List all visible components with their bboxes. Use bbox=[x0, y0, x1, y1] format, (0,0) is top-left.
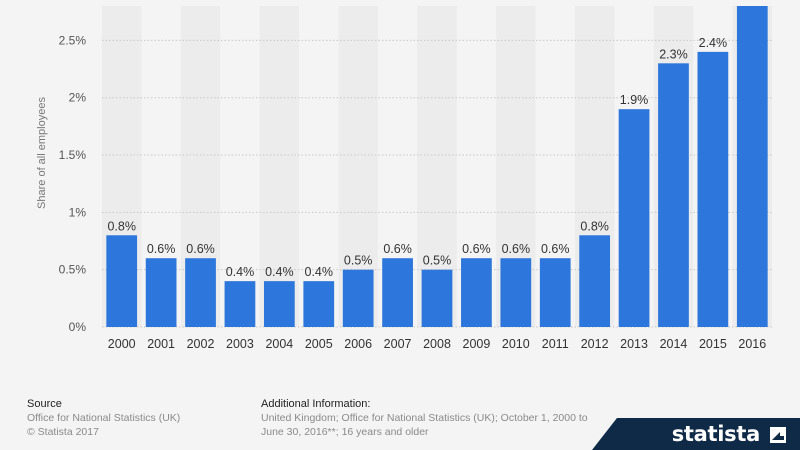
bar[interactable] bbox=[185, 258, 216, 327]
x-tick-label: 2001 bbox=[147, 337, 175, 351]
bar-chart: 0%0.5%1%1.5%2%2.5% 0.8%0.6% 0.6%0.4% 0.4% 0… bbox=[36, 6, 772, 351]
x-tick-label: 2015 bbox=[699, 337, 727, 351]
x-tick-label: 2013 bbox=[620, 337, 648, 351]
bar[interactable] bbox=[736, 6, 768, 327]
statista-logo[interactable]: statista bbox=[592, 418, 800, 450]
bar[interactable] bbox=[579, 235, 611, 327]
bar[interactable] bbox=[106, 235, 138, 327]
data-label: 0.8% bbox=[107, 219, 136, 233]
x-tick-label: 2005 bbox=[305, 337, 333, 351]
x-tick-label: 2003 bbox=[226, 337, 254, 351]
x-tick-label: 2007 bbox=[384, 337, 412, 351]
source-title: Source bbox=[27, 398, 62, 410]
y-tick-label: 1% bbox=[69, 205, 87, 219]
additional-info-title: Additional Information: bbox=[261, 398, 371, 410]
bar[interactable] bbox=[303, 281, 335, 327]
x-tick-label: 2014 bbox=[660, 337, 688, 351]
data-label: 0.5% bbox=[344, 254, 373, 268]
x-tick-label: 2000 bbox=[108, 337, 136, 351]
additional-info-block: Additional Information: United Kingdom; … bbox=[261, 397, 591, 439]
data-label: 0.6% bbox=[462, 242, 491, 256]
data-label: 1.9% bbox=[620, 93, 649, 107]
x-tick-label: 2009 bbox=[463, 337, 491, 351]
data-label: 0.6% bbox=[186, 242, 215, 256]
data-label: 0.6% bbox=[502, 242, 531, 256]
bar[interactable] bbox=[145, 258, 177, 327]
data-label: 0.6% bbox=[147, 242, 176, 256]
data-label: 2.3% bbox=[659, 47, 688, 61]
bar[interactable] bbox=[263, 281, 295, 327]
data-label: 0.5% bbox=[423, 254, 452, 268]
data-label: 0.4% bbox=[265, 265, 294, 279]
x-tick-label: 2016 bbox=[738, 337, 766, 351]
data-label: 0.6% bbox=[541, 242, 570, 256]
data-label: 2.4% bbox=[699, 36, 728, 50]
data-label: 0.4% bbox=[305, 265, 334, 279]
bar[interactable] bbox=[461, 258, 492, 327]
x-tick-label: 2010 bbox=[502, 337, 530, 351]
x-tick-label: 2008 bbox=[423, 337, 451, 351]
bar[interactable] bbox=[697, 51, 729, 327]
data-labels: 0.8% 0.6% 0.6% 0.4% 0.4% 0.4% 0.5% 0.6% 0.5% 0.6%… bbox=[107, 36, 727, 279]
data-label: 0.4% bbox=[226, 265, 255, 279]
x-tick-label: 2002 bbox=[187, 337, 215, 351]
bar[interactable] bbox=[539, 258, 571, 327]
source-block: Source Office for National Statistics (U… bbox=[27, 397, 237, 439]
bar[interactable] bbox=[224, 281, 256, 327]
bar[interactable] bbox=[382, 258, 413, 327]
bar-series bbox=[106, 6, 768, 327]
bar[interactable] bbox=[500, 258, 532, 327]
bar[interactable] bbox=[342, 269, 374, 327]
y-tick-label: 2% bbox=[69, 91, 87, 105]
x-axis-ticks: 2000 2001 2002 2003 2004 2005 2006 2007 2008 2009… bbox=[108, 337, 766, 351]
y-axis-label: Share of all employees bbox=[36, 97, 48, 209]
bar[interactable] bbox=[421, 269, 453, 327]
column-stripe bbox=[259, 6, 300, 327]
copyright: © Statista 2017 bbox=[27, 426, 99, 438]
data-label: 0.8% bbox=[580, 219, 609, 233]
statista-logo-icon bbox=[770, 427, 786, 443]
x-tick-label: 2006 bbox=[344, 337, 372, 351]
y-axis-ticks: 0% 0.5% 1% 1.5% 2% 2.5% bbox=[59, 33, 87, 334]
x-tick-label: 2004 bbox=[265, 337, 293, 351]
source-name[interactable]: Office for National Statistics (UK) bbox=[27, 412, 181, 424]
bar[interactable] bbox=[618, 109, 650, 327]
statista-wordmark: statista bbox=[671, 422, 761, 446]
y-tick-label: 1.5% bbox=[59, 148, 87, 162]
data-label: 0.6% bbox=[383, 242, 412, 256]
y-tick-label: 0.5% bbox=[59, 263, 87, 277]
bar[interactable] bbox=[658, 63, 689, 327]
y-tick-label: 2.5% bbox=[59, 33, 87, 47]
x-tick-label: 2012 bbox=[581, 337, 609, 351]
x-tick-label: 2011 bbox=[542, 337, 569, 351]
additional-info-text: United Kingdom; Office for National Stat… bbox=[261, 412, 588, 438]
y-tick-label: 0% bbox=[69, 320, 87, 334]
